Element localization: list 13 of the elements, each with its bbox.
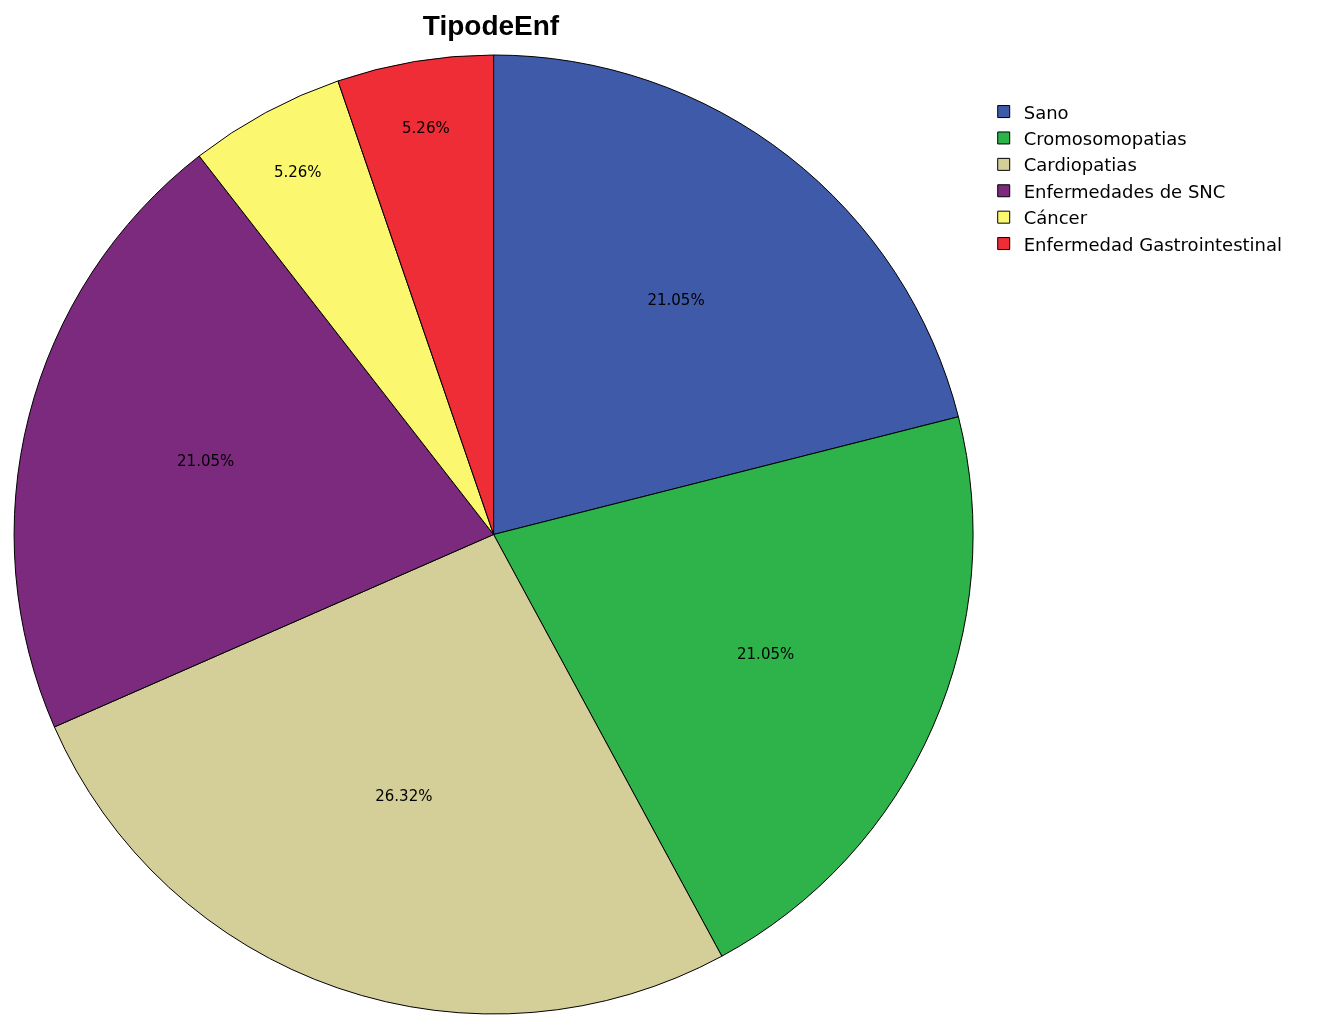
legend-label: Cardiopatias [1023, 154, 1137, 176]
chart-title: TipodeEnf [422, 9, 560, 41]
data-label: 21.05% [177, 452, 235, 471]
data-label: 5.26% [273, 163, 322, 182]
legend-label: Cromosomopatias [1023, 127, 1187, 149]
legend-label: Sano [1023, 101, 1069, 123]
data-label: 21.05% [737, 644, 795, 663]
legend-label: Enfermedad Gastrointestinal [1023, 233, 1283, 255]
data-label: 21.05% [647, 291, 705, 310]
legend-label: Enfermedades de SNC [1023, 180, 1226, 202]
data-label: 26.32% [375, 786, 433, 805]
data-label: 5.26% [402, 119, 450, 138]
legend-label: Cáncer [1023, 207, 1088, 229]
